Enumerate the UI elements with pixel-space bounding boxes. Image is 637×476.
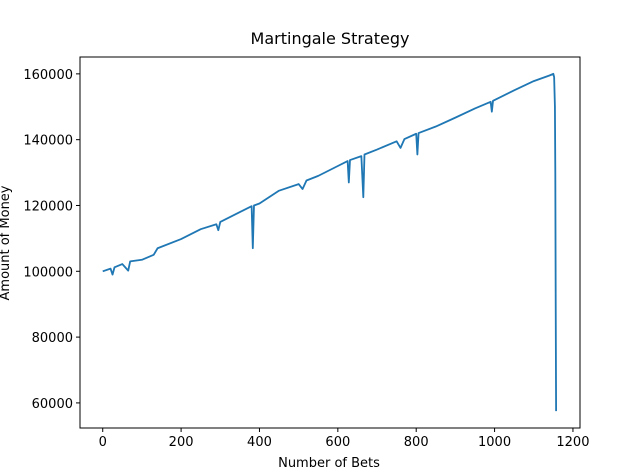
plot-frame (79, 56, 581, 429)
x-tick-label: 1000 (478, 435, 511, 450)
y-tick-label: 100000 (23, 265, 73, 280)
x-tick-label: 800 (404, 435, 429, 450)
x-tick-label: 400 (247, 435, 272, 450)
x-tick-label: 1200 (556, 435, 589, 450)
y-tick-label: 160000 (23, 68, 73, 83)
y-tick-label: 120000 (23, 199, 73, 214)
x-tick-label: 600 (325, 435, 350, 450)
line (102, 72, 557, 412)
x-tick-label: 0 (99, 435, 107, 450)
x-tick-label: 200 (169, 435, 194, 450)
chart-title: Martingale Strategy (251, 29, 410, 48)
y-axis-label: Amount of Money (0, 185, 13, 300)
y-tick-label: 80000 (32, 331, 73, 346)
y-tick-label: 60000 (32, 397, 73, 412)
y-tick-label: 140000 (23, 134, 73, 149)
x-axis-label: Number of Bets (278, 456, 380, 471)
